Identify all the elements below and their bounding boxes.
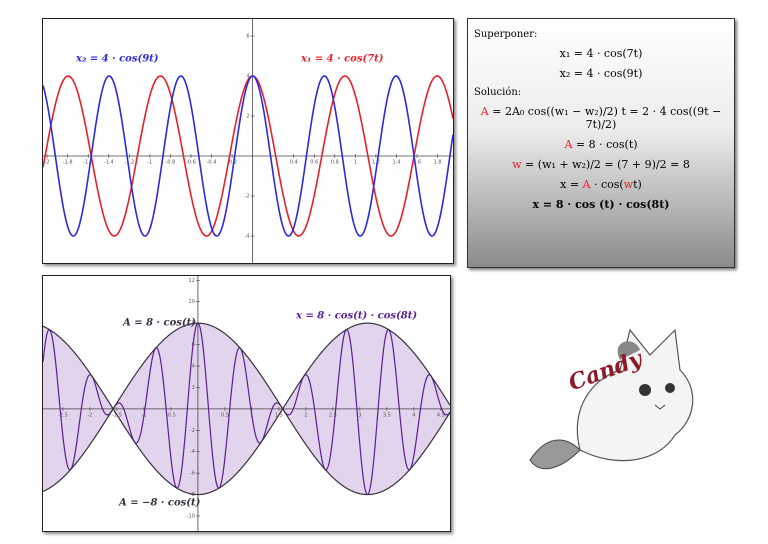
formula-part: x = (560, 178, 583, 191)
cat-illustration: Candy (529, 328, 694, 470)
formula-part: w (512, 158, 522, 171)
formula: w = (w₁ + w₂)/2 = (7 + 9)/2 = 8 (474, 158, 728, 171)
formula-panel: Superponer: x₁ = 4 · cos(7t) x₂ = 4 · co… (467, 18, 735, 268)
x-tick-label: -1.6 (83, 160, 93, 166)
formula-part: t) (633, 178, 642, 191)
y-tick-label: 10 (189, 299, 195, 305)
x-tick-label: 1.6 (413, 160, 421, 166)
x-tick-label: 1.4 (393, 160, 401, 166)
curve (43, 75, 453, 237)
series-label: x₂ = 4 · cos(9t) (75, 54, 159, 65)
x-tick-label: -0.6 (186, 160, 196, 166)
y-tick-label: -2 (190, 428, 195, 434)
y-tick-label: 6 (246, 34, 249, 40)
chart: -2.5 -2 -1.5 -1 -0.5 0.5 1 1.5 2 2.5 3 3.5 4 4.5-10-8… (42, 275, 451, 532)
formula-part: = (w₁ + w₂)/2 = (7 + 9)/2 = 8 (521, 158, 690, 171)
series-label: x = 8 · cos(t) · cos(8t) (295, 311, 417, 322)
series-label: A = 8 · cos(t) (122, 318, 196, 329)
x-tick-label: 1.8 (434, 160, 442, 166)
formula-part: · cos( (590, 178, 624, 191)
y-tick-label: 2 (246, 114, 249, 120)
y-tick-label: 4 (246, 74, 249, 80)
y-tick-label: -4 (190, 449, 195, 455)
x-tick-label: 4.5 (437, 412, 445, 418)
y-tick-label: -6 (190, 471, 195, 477)
x-tick-label: 4 (412, 412, 415, 418)
y-tick-label: 4 (192, 364, 195, 370)
x-tick-label: 0.8 (331, 160, 339, 166)
y-tick-label: -10 (187, 514, 195, 520)
curve (43, 322, 450, 496)
x-tick-label: -2.5 (58, 412, 68, 418)
x-tick-label: -0.5 (166, 412, 176, 418)
x-tick-label: 0.5 (221, 412, 229, 418)
curve (43, 75, 453, 237)
panel-title: Superponer: (474, 29, 538, 40)
x-tick-label: -0.2 (227, 160, 237, 166)
formula-part: A (480, 105, 489, 118)
x-tick-label: -1.4 (104, 160, 114, 166)
x-tick-label: -2 (45, 160, 50, 166)
formula-part: A (582, 178, 591, 191)
formula: x₂ = 4 · cos(9t) (559, 67, 643, 80)
formula-part: A (564, 138, 573, 151)
y-tick-label: 2 (192, 385, 195, 391)
x-tick-label: 0.4 (290, 160, 298, 166)
series-label: A = −8 · cos(t) (118, 498, 201, 509)
x-tick-label: -1.2 (124, 160, 134, 166)
formula-part: x = 8 · cos (t) · cos(8t) (532, 198, 670, 211)
x-tick-label: -0.4 (207, 160, 217, 166)
x-tick-label: 2.5 (329, 412, 337, 418)
y-tick-label: -8 (190, 492, 195, 498)
panel-subtitle: Solución: (474, 87, 522, 98)
formula: x = 8 · cos (t) · cos(8t) (474, 198, 728, 211)
x-tick-label: 2 (304, 412, 307, 418)
x-tick-label: 1.2 (372, 160, 380, 166)
x-tick-label: -0.8 (166, 160, 176, 166)
formula: A = 8 · cos(t) (474, 138, 728, 151)
x-tick-label: -1.8 (63, 160, 73, 166)
formula: A = 2A₀ cos((w₁ − w₂)/2) t = 2 · 4 cos((… (474, 105, 728, 131)
y-tick-label: -4 (245, 234, 250, 240)
curve (43, 322, 450, 496)
chart: -2 -1.8 -1.6 -1.4 -1.2 -1 -0.8 -0.6 -0.4 -0.2 0.4 0… (42, 18, 454, 264)
x-tick-label: 3.5 (383, 412, 391, 418)
x-tick-label: 1 (354, 160, 357, 166)
x-tick-label: -1 (147, 160, 152, 166)
formula: x₁ = 4 · cos(7t) (559, 47, 643, 60)
formula-part: w (623, 178, 634, 191)
y-tick-label: -2 (245, 194, 250, 200)
formula-part: = 8 · cos(t) (572, 138, 638, 151)
x-tick-label: 3 (358, 412, 361, 418)
x-tick-label: -2 (87, 412, 92, 418)
series-label: x₁ = 4 · cos(7t) (300, 54, 384, 65)
formula-part: = 2A₀ cos((w₁ − w₂)/2) t = 2 · 4 cos((9t… (488, 105, 722, 131)
y-tick-label: 12 (189, 278, 195, 284)
x-tick-label: 0.6 (310, 160, 318, 166)
formula: x = A · cos(wt) (474, 178, 728, 191)
area (43, 323, 450, 495)
